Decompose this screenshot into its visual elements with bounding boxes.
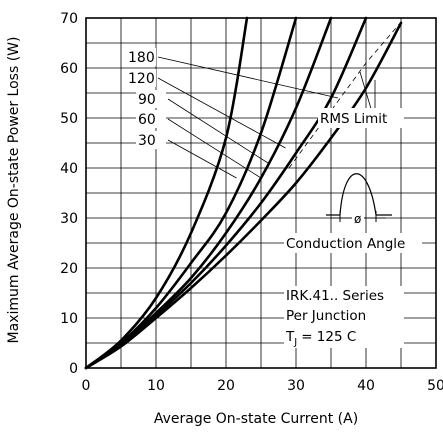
y-tick-label: 70 (60, 11, 78, 27)
y-tick-label: 50 (60, 111, 78, 127)
y-tick-label: 40 (60, 161, 78, 177)
rms-limit-label: RMS Limit (318, 108, 404, 128)
y-tick-label: 0 (69, 361, 78, 377)
curve-label-bg (136, 131, 166, 149)
curve-label-bg (136, 110, 166, 128)
y-tick-label: 10 (60, 311, 78, 327)
conduction-angle-text: Conduction Angle (286, 236, 405, 252)
tj-text: TJ = 125 C (285, 329, 356, 348)
plot-border (85, 17, 437, 369)
conduction-angle-inset: Conduction Angle ø (284, 173, 422, 253)
tj-value: = 125 C (301, 329, 356, 345)
curve-leader-line (157, 56, 339, 99)
tj-symbol: T (285, 329, 295, 345)
curve-label-90: 90 (138, 92, 156, 108)
annotation-lines (288, 17, 405, 169)
curve-label-60: 60 (138, 112, 156, 128)
junction-text: Per Junction (286, 308, 366, 324)
curve-leader-line (167, 139, 237, 179)
curve-label-bg (136, 90, 166, 108)
curve-leader-line (157, 77, 286, 149)
conduction-waveform-icon (326, 173, 392, 216)
curve-label-120: 120 (128, 71, 155, 87)
series-layer (84, 16, 403, 370)
plot-frame (85, 17, 437, 369)
phi-symbol: ø (354, 212, 361, 226)
y-tick-label: 20 (60, 261, 78, 277)
series-line-30 (84, 16, 249, 370)
y-axis-title: Maximum Average On-state Power Loss (W) (6, 37, 22, 344)
x-tick-label: 40 (357, 378, 375, 394)
x-axis-title: Average On-state Current (A) (154, 411, 358, 427)
tick-labels: 0 10 20 30 40 50 0 10 20 30 40 50 60 70 (60, 11, 443, 394)
rms-limit-text: RMS Limit (320, 111, 387, 127)
x-tick-label: 0 (82, 378, 91, 394)
curve-label-bg (126, 48, 156, 66)
series-info-box: IRK.41.. Series Per Junction TJ = 125 C (284, 286, 404, 348)
x-tick-label: 30 (287, 378, 305, 394)
tj-subscript: J (293, 337, 297, 348)
series-name-text: IRK.41.. Series (286, 288, 384, 304)
x-tick-label: 50 (427, 378, 443, 394)
curve-leader-line (167, 118, 262, 179)
rms-leader-line (359, 71, 373, 113)
curve-leader-line (167, 98, 269, 164)
rms-limit-line (288, 17, 405, 169)
curve-labels: 30 60 90 120 180 (126, 48, 339, 179)
y-tick-label: 60 (60, 61, 78, 77)
x-tick-label: 20 (217, 378, 235, 394)
curve-label-30: 30 (138, 133, 156, 149)
curve-label-180: 180 (128, 50, 155, 66)
curve-label-bg (126, 69, 156, 87)
x-tick-label: 10 (147, 378, 165, 394)
y-tick-label: 30 (60, 211, 78, 227)
